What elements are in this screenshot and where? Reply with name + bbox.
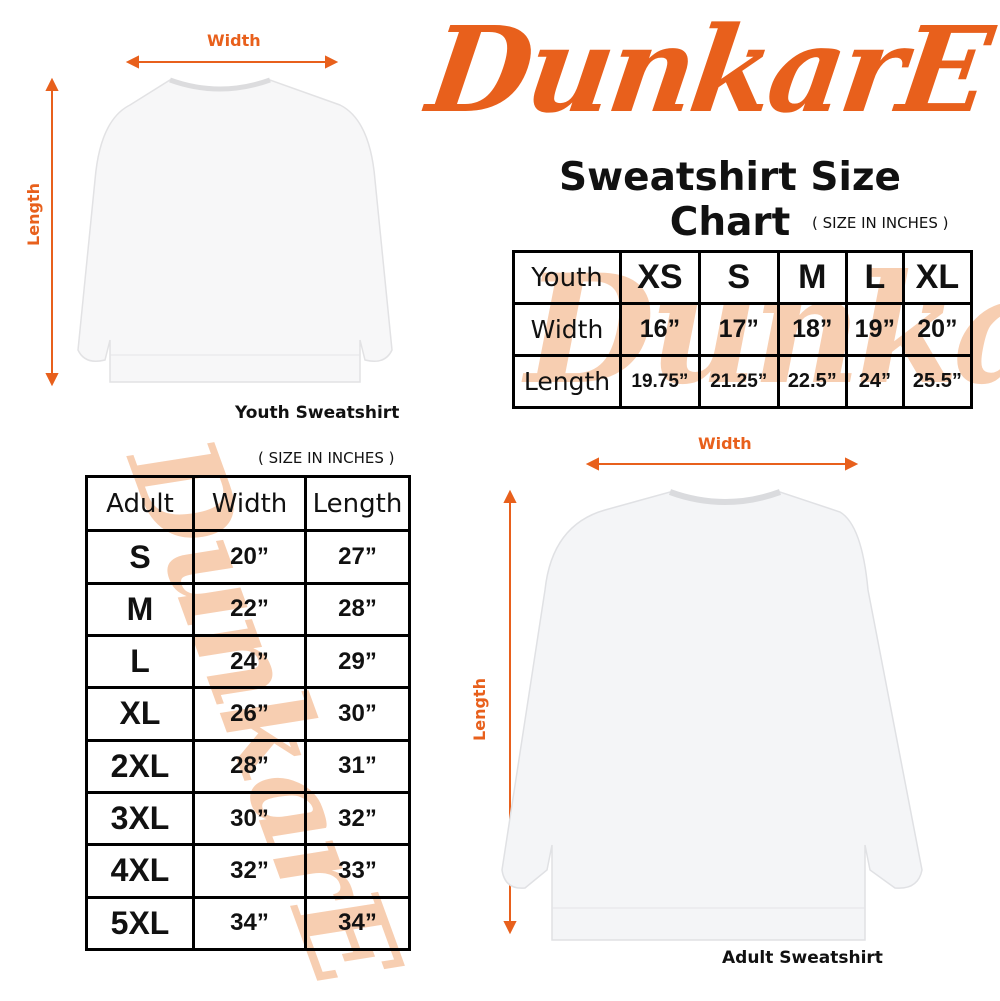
table-cell: L [844, 250, 905, 305]
youth-sweatshirt-illustration [45, 55, 393, 387]
table-row: Width 16” 17” 18” 19” 20” [512, 302, 974, 357]
youth-caption: Youth Sweatshirt [235, 403, 400, 423]
page-title: Sweatshirt Size Chart [559, 155, 901, 245]
table-cell: 3XL [85, 790, 195, 847]
table-cell: Width [192, 474, 307, 533]
table-cell: 34” [304, 895, 411, 952]
table-cell: 16” [619, 302, 701, 357]
youth-size-note: ( SIZE IN INCHES ) [812, 214, 949, 232]
adult-size-note: ( SIZE IN INCHES ) [258, 449, 395, 467]
table-cell: 17” [697, 302, 780, 357]
table-row: M 22” 28” [85, 581, 411, 638]
table-cell: 28” [192, 738, 307, 794]
table-cell: S [697, 250, 780, 305]
table-cell: Length [512, 354, 622, 409]
table-cell: M [776, 250, 848, 305]
table-cell: 21.25” [697, 354, 780, 409]
adult-width-label: Width [698, 434, 752, 453]
table-cell: 22” [192, 581, 307, 638]
youth-width-arrow [125, 55, 339, 69]
adult-width-arrow [585, 457, 859, 471]
table-cell: 24” [192, 633, 307, 690]
table-cell: 27” [304, 529, 411, 585]
table-row: 4XL 32” 33” [85, 843, 411, 899]
table-row: 3XL 30” 32” [85, 790, 411, 847]
table-row: S 20” 27” [85, 529, 411, 585]
adult-length-label: Length [469, 678, 489, 741]
table-cell: L [85, 633, 195, 690]
table-row: 2XL 28” 31” [85, 738, 411, 794]
table-cell: 18” [776, 302, 848, 357]
table-cell: XS [619, 250, 701, 305]
table-cell: 34” [192, 895, 307, 952]
adult-caption: Adult Sweatshirt [722, 948, 883, 968]
table-cell: Adult [85, 474, 195, 533]
table-row: Youth XS S M L XL [512, 250, 974, 305]
table-cell: 30” [192, 790, 307, 847]
table-cell: 25.5” [901, 354, 974, 409]
table-cell: 33” [304, 843, 411, 899]
adult-sweatshirt-illustration [501, 457, 923, 941]
table-row: 5XL 34” 34” [85, 895, 411, 952]
table-cell: XL [901, 250, 974, 305]
table-cell: 26” [192, 686, 307, 742]
table-cell: 31” [304, 738, 411, 794]
brand-logo: DunkarE [420, 0, 997, 139]
youth-size-table: Youth XS S M L XL Width 16” 17” 18” 19” … [512, 250, 974, 409]
table-cell: 32” [192, 843, 307, 899]
table-cell: 30” [304, 686, 411, 742]
table-cell: 20” [192, 529, 307, 585]
table-cell: 32” [304, 790, 411, 847]
table-cell: 29” [304, 633, 411, 690]
table-cell: Length [304, 474, 411, 533]
table-cell: 19” [844, 302, 905, 357]
table-cell: 19.75” [619, 354, 701, 409]
table-row: Length 19.75” 21.25” 22.5” 24” 25.5” [512, 354, 974, 409]
table-row: Adult Width Length [85, 474, 411, 533]
table-cell: Width [512, 302, 622, 357]
table-row: XL 26” 30” [85, 686, 411, 742]
table-cell: 2XL [85, 738, 195, 794]
table-cell: M [85, 581, 195, 638]
table-cell: 24” [844, 354, 905, 409]
table-cell: S [85, 529, 195, 585]
table-cell: 28” [304, 581, 411, 638]
adult-size-table: Adult Width Length S 20” 27” M 22” 28” L 24” 29”… [85, 474, 411, 952]
table-cell: 4XL [85, 843, 195, 899]
table-cell: 20” [901, 302, 974, 357]
youth-length-arrow [45, 77, 59, 387]
table-cell: XL [85, 686, 195, 742]
table-cell: Youth [512, 250, 622, 305]
table-row: L 24” 29” [85, 633, 411, 690]
youth-width-label: Width [207, 31, 261, 50]
table-cell: 5XL [85, 895, 195, 952]
table-cell: 22.5” [776, 354, 848, 409]
